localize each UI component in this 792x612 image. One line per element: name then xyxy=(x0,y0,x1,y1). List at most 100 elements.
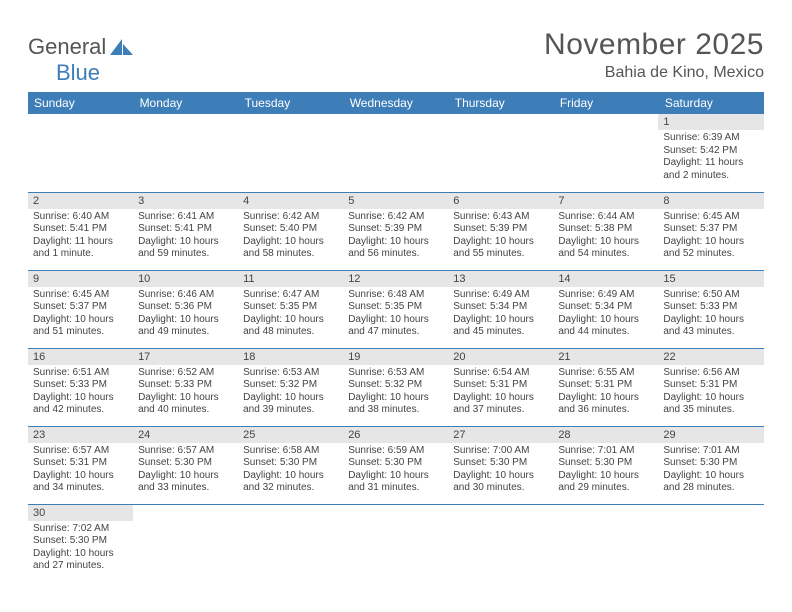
daylight-text: Daylight: 10 hours xyxy=(348,470,443,483)
sunset-text: Sunset: 5:31 PM xyxy=(453,379,548,392)
calendar-day: 8Sunrise: 6:45 AMSunset: 5:37 PMDaylight… xyxy=(658,192,763,270)
brand-blue: Blue xyxy=(56,60,100,86)
sunrise-text: Sunrise: 6:56 AM xyxy=(663,367,758,380)
sunrise-text: Sunrise: 6:55 AM xyxy=(558,367,653,380)
calendar-table: Sunday Monday Tuesday Wednesday Thursday… xyxy=(28,92,764,582)
day-number: 6 xyxy=(448,193,553,209)
calendar-day: 2Sunrise: 6:40 AMSunset: 5:41 PMDaylight… xyxy=(28,192,133,270)
day-number: 15 xyxy=(658,271,763,287)
daylight-text: and 56 minutes. xyxy=(348,248,443,261)
sunset-text: Sunset: 5:33 PM xyxy=(663,301,758,314)
day-body: Sunrise: 6:39 AMSunset: 5:42 PMDaylight:… xyxy=(658,130,763,185)
daylight-text: and 37 minutes. xyxy=(453,404,548,417)
sail-icon xyxy=(108,37,134,57)
day-number: 18 xyxy=(238,349,343,365)
daylight-text: Daylight: 10 hours xyxy=(663,470,758,483)
day-number: 3 xyxy=(133,193,238,209)
day-number: 25 xyxy=(238,427,343,443)
daylight-text: Daylight: 10 hours xyxy=(138,470,233,483)
weekday-header-row: Sunday Monday Tuesday Wednesday Thursday… xyxy=(28,92,764,114)
sunrise-text: Sunrise: 6:52 AM xyxy=(138,367,233,380)
day-body: Sunrise: 6:49 AMSunset: 5:34 PMDaylight:… xyxy=(448,287,553,342)
calendar-day: 28Sunrise: 7:01 AMSunset: 5:30 PMDayligh… xyxy=(553,426,658,504)
sunrise-text: Sunrise: 6:49 AM xyxy=(453,289,548,302)
day-number: 11 xyxy=(238,271,343,287)
calendar-week: 23Sunrise: 6:57 AMSunset: 5:31 PMDayligh… xyxy=(28,426,764,504)
calendar-day: 16Sunrise: 6:51 AMSunset: 5:33 PMDayligh… xyxy=(28,348,133,426)
day-number xyxy=(133,505,238,521)
daylight-text: Daylight: 10 hours xyxy=(558,392,653,405)
day-number: 28 xyxy=(553,427,658,443)
day-body: Sunrise: 6:52 AMSunset: 5:33 PMDaylight:… xyxy=(133,365,238,420)
day-number: 1 xyxy=(658,114,763,130)
sunset-text: Sunset: 5:37 PM xyxy=(663,223,758,236)
daylight-text: Daylight: 10 hours xyxy=(663,236,758,249)
daylight-text: and 58 minutes. xyxy=(243,248,338,261)
day-number: 8 xyxy=(658,193,763,209)
sunrise-text: Sunrise: 6:41 AM xyxy=(138,211,233,224)
daylight-text: Daylight: 10 hours xyxy=(558,236,653,249)
day-body: Sunrise: 6:47 AMSunset: 5:35 PMDaylight:… xyxy=(238,287,343,342)
day-number xyxy=(133,114,238,130)
calendar-day: 26Sunrise: 6:59 AMSunset: 5:30 PMDayligh… xyxy=(343,426,448,504)
daylight-text: and 55 minutes. xyxy=(453,248,548,261)
day-body: Sunrise: 6:53 AMSunset: 5:32 PMDaylight:… xyxy=(343,365,448,420)
daylight-text: and 42 minutes. xyxy=(33,404,128,417)
calendar-day xyxy=(553,114,658,192)
sunset-text: Sunset: 5:40 PM xyxy=(243,223,338,236)
sunset-text: Sunset: 5:33 PM xyxy=(33,379,128,392)
calendar-day: 24Sunrise: 6:57 AMSunset: 5:30 PMDayligh… xyxy=(133,426,238,504)
calendar-day xyxy=(133,504,238,582)
daylight-text: and 35 minutes. xyxy=(663,404,758,417)
daylight-text: and 2 minutes. xyxy=(663,170,758,183)
sunset-text: Sunset: 5:33 PM xyxy=(138,379,233,392)
daylight-text: and 1 minute. xyxy=(33,248,128,261)
weekday-header: Wednesday xyxy=(343,92,448,114)
sunrise-text: Sunrise: 6:54 AM xyxy=(453,367,548,380)
weekday-header: Thursday xyxy=(448,92,553,114)
day-number xyxy=(658,505,763,521)
daylight-text: Daylight: 10 hours xyxy=(33,548,128,561)
calendar-week: 16Sunrise: 6:51 AMSunset: 5:33 PMDayligh… xyxy=(28,348,764,426)
calendar-day: 29Sunrise: 7:01 AMSunset: 5:30 PMDayligh… xyxy=(658,426,763,504)
daylight-text: Daylight: 10 hours xyxy=(243,392,338,405)
sunset-text: Sunset: 5:30 PM xyxy=(663,457,758,470)
sunrise-text: Sunrise: 6:42 AM xyxy=(348,211,443,224)
calendar-day: 17Sunrise: 6:52 AMSunset: 5:33 PMDayligh… xyxy=(133,348,238,426)
daylight-text: and 47 minutes. xyxy=(348,326,443,339)
daylight-text: and 31 minutes. xyxy=(348,482,443,495)
daylight-text: Daylight: 10 hours xyxy=(663,314,758,327)
daylight-text: Daylight: 11 hours xyxy=(33,236,128,249)
calendar-day xyxy=(448,114,553,192)
sunset-text: Sunset: 5:41 PM xyxy=(138,223,233,236)
daylight-text: and 52 minutes. xyxy=(663,248,758,261)
day-number: 2 xyxy=(28,193,133,209)
day-number xyxy=(238,114,343,130)
sunrise-text: Sunrise: 6:50 AM xyxy=(663,289,758,302)
daylight-text: Daylight: 10 hours xyxy=(453,314,548,327)
daylight-text: Daylight: 10 hours xyxy=(33,470,128,483)
day-body: Sunrise: 6:59 AMSunset: 5:30 PMDaylight:… xyxy=(343,443,448,498)
daylight-text: and 28 minutes. xyxy=(663,482,758,495)
sunrise-text: Sunrise: 6:40 AM xyxy=(33,211,128,224)
daylight-text: Daylight: 10 hours xyxy=(453,236,548,249)
day-number xyxy=(343,505,448,521)
day-number: 23 xyxy=(28,427,133,443)
day-body: Sunrise: 6:55 AMSunset: 5:31 PMDaylight:… xyxy=(553,365,658,420)
calendar-day xyxy=(343,114,448,192)
sunrise-text: Sunrise: 6:49 AM xyxy=(558,289,653,302)
day-number: 26 xyxy=(343,427,448,443)
daylight-text: and 36 minutes. xyxy=(558,404,653,417)
daylight-text: and 33 minutes. xyxy=(138,482,233,495)
day-body: Sunrise: 6:54 AMSunset: 5:31 PMDaylight:… xyxy=(448,365,553,420)
daylight-text: and 30 minutes. xyxy=(453,482,548,495)
sunset-text: Sunset: 5:30 PM xyxy=(558,457,653,470)
page-title: November 2025 xyxy=(544,28,764,62)
day-number: 22 xyxy=(658,349,763,365)
day-number xyxy=(553,505,658,521)
calendar-day: 6Sunrise: 6:43 AMSunset: 5:39 PMDaylight… xyxy=(448,192,553,270)
calendar-day xyxy=(553,504,658,582)
day-body: Sunrise: 6:56 AMSunset: 5:31 PMDaylight:… xyxy=(658,365,763,420)
calendar-week: 9Sunrise: 6:45 AMSunset: 5:37 PMDaylight… xyxy=(28,270,764,348)
sunset-text: Sunset: 5:32 PM xyxy=(348,379,443,392)
